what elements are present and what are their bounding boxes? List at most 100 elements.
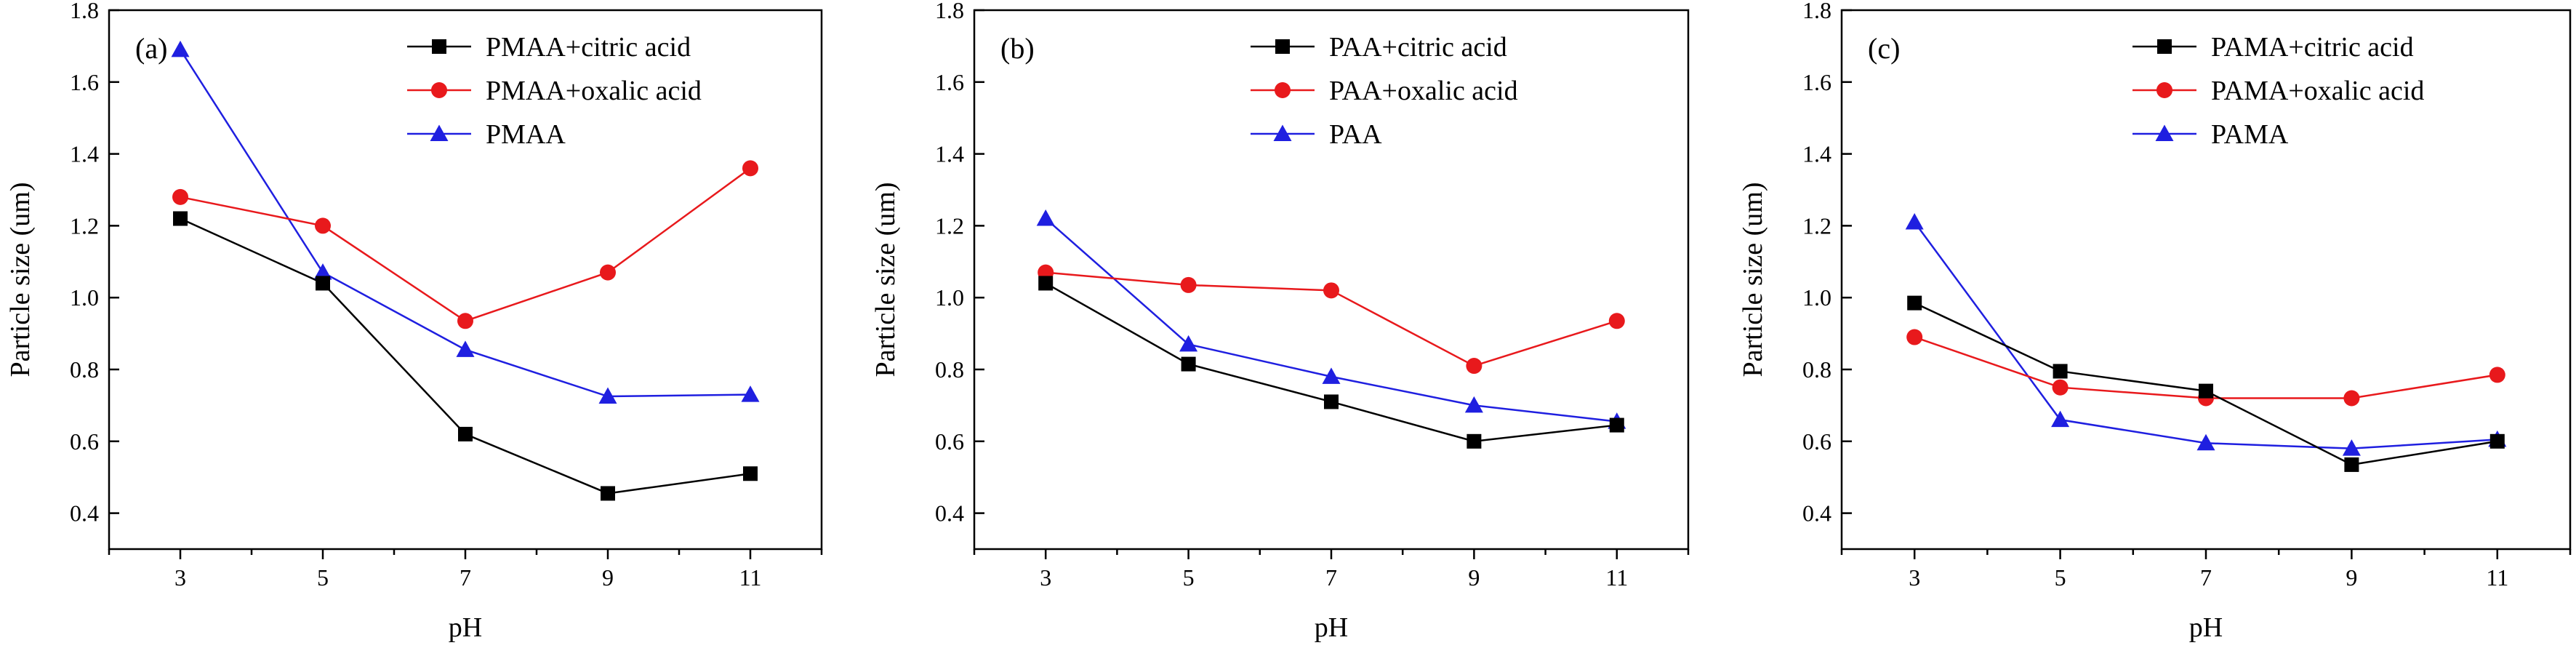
x-tick-label: 11 bbox=[739, 564, 762, 591]
data-point-circle bbox=[2343, 390, 2360, 407]
data-point-square bbox=[1324, 394, 1339, 409]
x-tick-label: 11 bbox=[1605, 564, 1628, 591]
y-tick-label: 1.6 bbox=[70, 69, 99, 95]
data-point-circle bbox=[1906, 329, 1923, 345]
series-square bbox=[1907, 295, 2505, 472]
x-tick-label: 11 bbox=[2486, 564, 2508, 591]
legend: PMAA+citric acid PMAA+oxalic acid PMAA bbox=[407, 32, 702, 150]
series-circle bbox=[172, 160, 758, 329]
series-line bbox=[180, 167, 751, 322]
data-point-triangle bbox=[2196, 433, 2215, 451]
data-point-triangle bbox=[456, 340, 475, 357]
legend-entry: PMAA+citric acid bbox=[486, 32, 691, 63]
data-point-circle bbox=[172, 188, 188, 205]
series-triangle bbox=[171, 40, 760, 404]
y-axis-label: Particle size (um) bbox=[870, 182, 901, 377]
y-tick-label: 0.4 bbox=[935, 500, 964, 527]
data-point-square bbox=[1181, 356, 1196, 372]
data-point-circle bbox=[315, 217, 331, 234]
legend-entry: PMAA bbox=[486, 119, 566, 150]
series-circle bbox=[1038, 264, 1625, 375]
x-tick-label: 3 bbox=[1909, 564, 1920, 591]
data-point-triangle bbox=[313, 263, 332, 280]
y-tick-label: 1.4 bbox=[70, 141, 99, 167]
chart-panel-3: 0.4 0.6 0.8 1.0 1.2 1.4 1.6 1.8 3 5 7 9 11 pH Particle… bbox=[1738, 0, 2572, 643]
legend-entry: PAMA bbox=[2211, 119, 2289, 150]
data-point-circle bbox=[1608, 313, 1625, 329]
x-tick-label: 5 bbox=[317, 564, 329, 591]
data-point-circle bbox=[742, 160, 758, 177]
data-point-square bbox=[2344, 457, 2359, 472]
y-tick-label: 1.4 bbox=[1802, 141, 1831, 167]
data-point-square bbox=[2157, 39, 2172, 54]
data-point-triangle bbox=[1905, 212, 1924, 230]
data-point-triangle bbox=[2155, 124, 2174, 141]
x-tick-label: 7 bbox=[1325, 564, 1337, 591]
data-point-circle bbox=[2489, 367, 2505, 383]
data-point-square bbox=[316, 276, 330, 291]
series-square bbox=[173, 211, 758, 501]
x-tick-label: 9 bbox=[1468, 564, 1480, 591]
plot-frame bbox=[1840, 9, 2572, 551]
data-point-square bbox=[1038, 276, 1054, 291]
legend-entry: PAMA+citric acid bbox=[2211, 32, 2414, 63]
y-tick-label: 0.4 bbox=[70, 500, 99, 527]
x-tick-label: 3 bbox=[1040, 564, 1051, 591]
y-tick-label: 1.8 bbox=[70, 0, 99, 23]
data-point-triangle bbox=[171, 40, 190, 57]
data-point-triangle bbox=[741, 385, 760, 402]
data-point-square bbox=[1466, 433, 1482, 449]
y-tick-label: 1.2 bbox=[70, 212, 99, 239]
x-axis-label: pH bbox=[449, 612, 482, 643]
y-tick-label: 1.8 bbox=[1802, 0, 1831, 23]
data-point-triangle bbox=[430, 124, 449, 141]
series-square bbox=[1038, 276, 1624, 449]
y-axis-label: Particle size (um) bbox=[5, 182, 36, 377]
data-point-triangle bbox=[1322, 367, 1341, 384]
data-point-square bbox=[2053, 364, 2068, 379]
y-tick-label: 1.0 bbox=[70, 284, 99, 311]
series-line bbox=[1914, 221, 2497, 449]
legend: PAMA+citric acid PAMA+oxalic acid PAMA bbox=[2132, 32, 2424, 150]
panel-label: (a) bbox=[135, 32, 167, 65]
x-axis-label: pH bbox=[1315, 612, 1348, 643]
y-tick-label: 0.8 bbox=[1802, 356, 1831, 383]
panel-label: (b) bbox=[1000, 32, 1035, 65]
x-tick-label: 7 bbox=[460, 564, 471, 591]
data-point-circle bbox=[1323, 282, 1339, 299]
y-tick-label: 0.4 bbox=[1802, 500, 1831, 527]
x-tick-label: 5 bbox=[1183, 564, 1195, 591]
legend-entry: PAMA+oxalic acid bbox=[2211, 76, 2424, 106]
panel-label: (c) bbox=[1868, 32, 1900, 65]
x-tick-label: 5 bbox=[2055, 564, 2066, 591]
data-point-square bbox=[2489, 433, 2505, 449]
y-tick-label: 1.0 bbox=[935, 284, 964, 311]
series-line bbox=[1045, 282, 1617, 443]
y-tick-label: 0.6 bbox=[935, 428, 964, 455]
data-point-triangle bbox=[1179, 335, 1198, 352]
series-line bbox=[1045, 217, 1617, 423]
data-point-circle bbox=[2052, 379, 2069, 396]
data-point-square bbox=[432, 39, 446, 54]
data-point-triangle bbox=[1464, 396, 1483, 413]
legend: PAA+citric acid PAA+oxalic acid PAA bbox=[1251, 32, 1518, 150]
data-point-triangle bbox=[2342, 439, 2361, 456]
data-point-circle bbox=[600, 264, 616, 281]
x-tick-label: 7 bbox=[2200, 564, 2212, 591]
data-point-triangle bbox=[1036, 209, 1055, 226]
data-point-circle bbox=[1275, 82, 1291, 98]
data-point-circle bbox=[2156, 82, 2172, 98]
y-tick-label: 0.8 bbox=[70, 356, 99, 383]
data-point-square bbox=[743, 466, 758, 481]
y-axis-label: Particle size (um) bbox=[1738, 182, 1768, 377]
data-point-square bbox=[1275, 39, 1290, 54]
data-point-triangle bbox=[2051, 410, 2070, 428]
data-point-circle bbox=[1466, 358, 1482, 375]
data-point-square bbox=[1907, 295, 1922, 311]
y-tick-label: 1.6 bbox=[1802, 69, 1831, 95]
chart-panel-1: 0.4 0.6 0.8 1.0 1.2 1.4 1.6 1.8 3 5 7 9 11 pH Particle… bbox=[5, 0, 823, 643]
legend-entry: PAA+oxalic acid bbox=[1329, 76, 1518, 106]
legend-entry: PAA+citric acid bbox=[1329, 32, 1507, 63]
y-tick-label: 1.2 bbox=[1802, 212, 1831, 239]
x-axis-label: pH bbox=[2189, 612, 2223, 643]
